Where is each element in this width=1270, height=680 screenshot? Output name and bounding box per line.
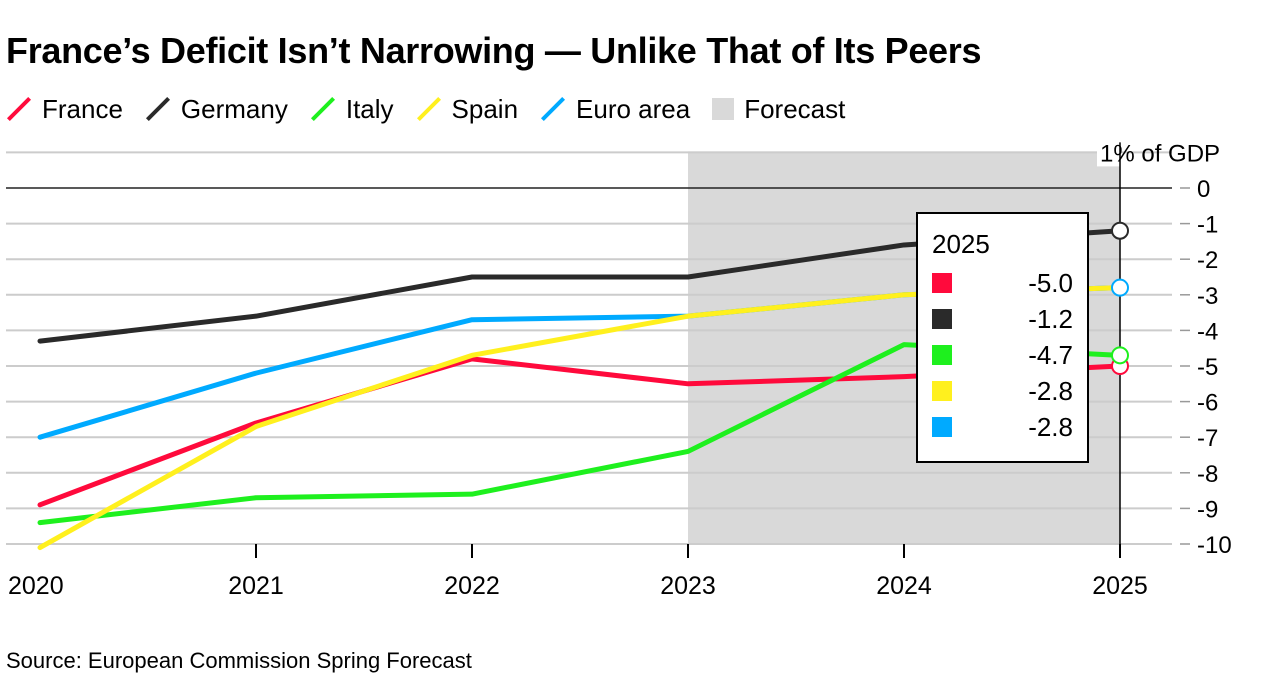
y-axis-unit-label: 1% of GDP xyxy=(1100,140,1220,167)
x-tick-label: 2020 xyxy=(8,572,64,600)
y-tick-label: -1 xyxy=(1197,212,1218,239)
y-tick-label: -10 xyxy=(1197,532,1232,559)
tooltip-value: -2.8 xyxy=(1028,412,1073,442)
legend-label: Spain xyxy=(451,93,519,124)
legend-item-france[interactable]: France xyxy=(6,94,123,125)
y-tick-label: 0 xyxy=(1197,176,1210,203)
hover-marker-germany xyxy=(1111,221,1129,240)
chart-source: Source: European Commission Spring Forec… xyxy=(6,648,472,673)
tooltip: 2025 -5.0 -1.2 -4.7 -2.8 -2.8 xyxy=(916,212,1089,463)
tooltip-value: -1.2 xyxy=(1028,304,1073,334)
y-tick-label: -8 xyxy=(1197,461,1218,488)
hover-marker-euro-area xyxy=(1111,278,1129,297)
tooltip-value: -5.0 xyxy=(1028,268,1073,298)
x-tick-label: 2024 xyxy=(876,572,932,600)
x-tick-label: 2022 xyxy=(444,572,500,600)
legend-label: Forecast xyxy=(744,93,846,124)
legend-item-italy[interactable]: Italy xyxy=(310,94,394,125)
legend-label: France xyxy=(42,93,123,124)
hover-marker-italy xyxy=(1111,346,1129,365)
legend-label: Germany xyxy=(180,93,288,124)
chart-legend: France Germany Italy Spain Euro area Forecast xyxy=(6,92,867,126)
tooltip-value: -4.7 xyxy=(1028,340,1073,370)
legend-item-germany[interactable]: Germany xyxy=(145,94,288,125)
y-tick-label: -6 xyxy=(1197,390,1218,417)
y-tick-label: -5 xyxy=(1197,354,1218,381)
legend-item-euro-area[interactable]: Euro area xyxy=(540,94,690,125)
tooltip-value: -2.8 xyxy=(1028,376,1073,406)
tooltip-swatch xyxy=(932,417,952,437)
tooltip-swatch xyxy=(932,309,952,329)
legend-item-spain[interactable]: Spain xyxy=(416,94,519,125)
x-tick-label: 2021 xyxy=(228,572,284,600)
legend-label: Italy xyxy=(345,93,394,124)
tooltip-year: 2025 xyxy=(932,229,990,259)
y-tick-label: -3 xyxy=(1197,283,1218,310)
chart-title: France’s Deficit Isn’t Narrowing — Unlik… xyxy=(6,30,982,71)
y-tick-label: -7 xyxy=(1197,425,1218,452)
y-tick-label: -4 xyxy=(1197,318,1218,345)
x-tick-label: 2023 xyxy=(660,572,716,600)
y-tick-label: -2 xyxy=(1197,247,1218,274)
legend-item-forecast[interactable]: Forecast xyxy=(712,94,845,125)
y-tick-label: -9 xyxy=(1197,496,1218,523)
tooltip-swatch xyxy=(932,345,952,365)
legend-swatch xyxy=(712,98,735,120)
unit-label-background xyxy=(1097,140,1121,167)
tooltip-swatch xyxy=(932,381,952,401)
x-tick-label: 2025 xyxy=(1092,572,1148,600)
tooltip-swatch xyxy=(932,273,952,293)
legend-label: Euro area xyxy=(576,93,691,124)
